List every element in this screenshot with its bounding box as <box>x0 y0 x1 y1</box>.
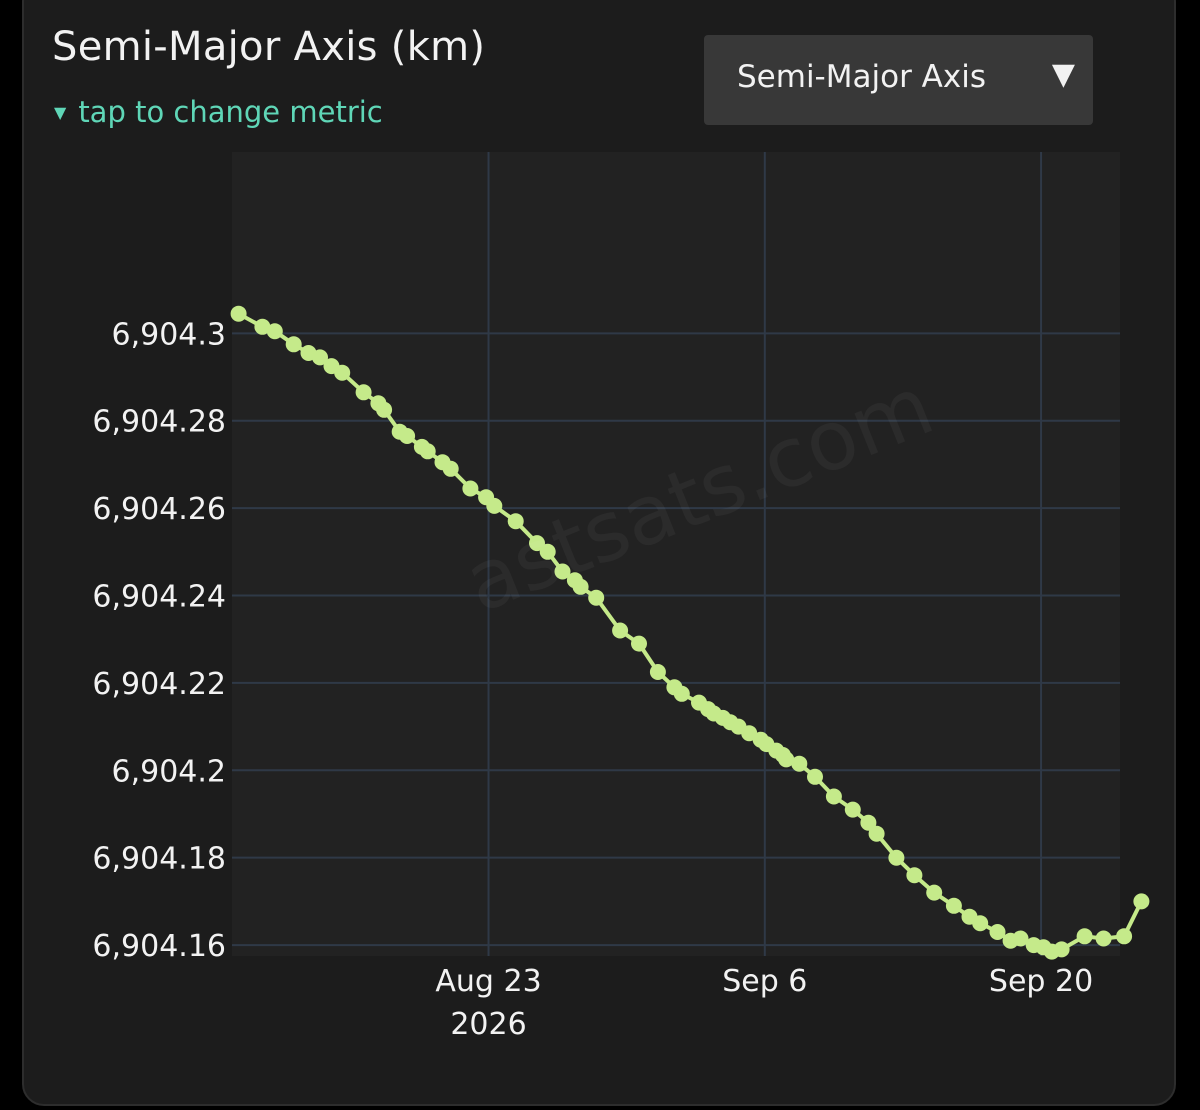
triangle-down-icon: ▼ <box>54 103 67 122</box>
data-point <box>230 305 247 322</box>
data-point <box>906 867 923 884</box>
data-point <box>376 401 393 418</box>
data-point <box>588 589 605 606</box>
plot-area <box>232 152 1120 956</box>
data-point <box>399 428 416 444</box>
data-point <box>442 460 459 477</box>
data-point <box>807 768 823 785</box>
x-tick-label: Sep 6 <box>722 964 807 999</box>
data-point <box>1053 941 1070 958</box>
x-tick-sublabel: 2026 <box>450 1007 526 1042</box>
y-tick-label: 6,904.18 <box>92 842 226 877</box>
data-point <box>266 323 283 340</box>
data-point <box>868 825 885 842</box>
data-point <box>844 801 861 818</box>
data-point <box>825 788 842 805</box>
data-point <box>673 685 690 702</box>
data-point <box>926 884 943 901</box>
y-tick-label: 6,904.26 <box>92 492 226 527</box>
data-point <box>285 336 302 353</box>
data-point <box>312 349 328 366</box>
data-point <box>334 364 351 381</box>
y-tick-label: 6,904.22 <box>92 667 226 702</box>
y-tick-label: 6,904.16 <box>92 929 226 964</box>
data-point <box>554 563 571 580</box>
dropdown-arrow-icon: ▼ <box>1051 57 1075 92</box>
data-point <box>778 751 795 768</box>
data-point <box>572 578 589 595</box>
data-point <box>1012 930 1029 947</box>
data-point <box>860 814 877 831</box>
hint-label: tap to change metric <box>78 95 383 129</box>
data-point <box>888 849 905 866</box>
data-point <box>612 622 629 639</box>
data-point <box>462 480 479 497</box>
metric-dropdown-value: Semi-Major Axis <box>737 59 986 95</box>
data-point <box>254 318 271 335</box>
data-point <box>539 543 556 560</box>
y-tick-label: 6,904.24 <box>92 580 226 615</box>
data-point <box>1076 928 1093 945</box>
data-point <box>529 535 545 552</box>
x-tick-label: Sep 20 <box>989 964 1093 999</box>
data-point <box>1095 930 1112 947</box>
y-tick-label: 6,904.28 <box>92 405 226 440</box>
x-tick-label: Aug 23 <box>435 964 541 999</box>
data-point <box>972 915 989 932</box>
data-point <box>486 497 503 514</box>
data-point <box>1116 928 1133 945</box>
data-point <box>945 897 962 914</box>
data-point <box>791 755 808 772</box>
data-point <box>355 384 372 401</box>
data-point <box>989 924 1006 940</box>
data-point <box>1133 893 1150 910</box>
change-metric-hint[interactable]: ▼ tap to change metric <box>54 95 383 129</box>
y-tick-label: 6,904.2 <box>111 754 226 789</box>
data-point <box>507 513 524 530</box>
metric-dropdown[interactable]: Semi-Major Axis ▼ <box>704 35 1093 125</box>
y-tick-label: 6,904.3 <box>111 317 226 352</box>
chart-title: Semi-Major Axis (km) <box>52 24 486 70</box>
data-point <box>649 664 666 680</box>
data-point <box>631 635 647 652</box>
data-point <box>419 443 436 460</box>
